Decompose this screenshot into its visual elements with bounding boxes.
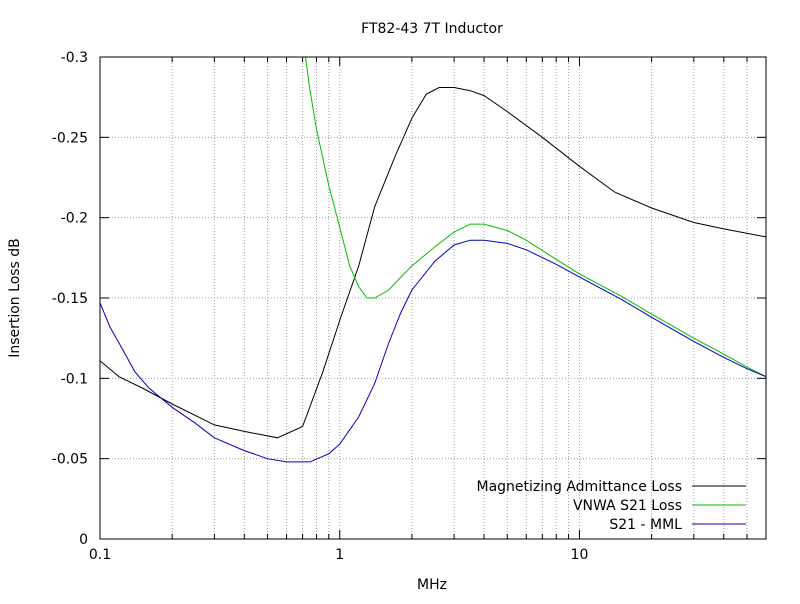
grid <box>100 57 766 539</box>
legend-label: VNWA S21 Loss <box>573 498 682 514</box>
x-axis-label: MHz <box>417 577 447 593</box>
y-axis-label: Insertion Loss dB <box>7 238 23 358</box>
plot-frame <box>99 56 767 540</box>
y-tick-label: 0 <box>79 532 88 548</box>
y-tick-label: -0.2 <box>61 211 88 227</box>
y-tick-label: -0.05 <box>52 452 88 468</box>
legend: Magnetizing Admittance Loss VNWA S21 Loss… <box>476 479 746 533</box>
legend-label: Magnetizing Admittance Loss <box>476 479 682 495</box>
x-tick-label: 10 <box>571 547 589 563</box>
chart-title: FT82-43 7T Inductor <box>361 21 503 37</box>
y-tick-label: -0.1 <box>61 371 88 387</box>
y-tick-label: -0.25 <box>52 130 88 146</box>
y-tick-label: -0.3 <box>61 50 88 66</box>
legend-label: S21 - MML <box>609 517 682 533</box>
x-tick-label: 1 <box>335 547 344 563</box>
series-line-vnwa-s21-loss <box>305 57 766 378</box>
series-line-magnetizing-admittance-loss <box>100 87 766 439</box>
y-tick-label: -0.15 <box>52 291 88 307</box>
data-series <box>100 57 766 463</box>
x-tick-label: 0.1 <box>89 547 111 563</box>
series-line-s21-mml <box>100 239 766 463</box>
